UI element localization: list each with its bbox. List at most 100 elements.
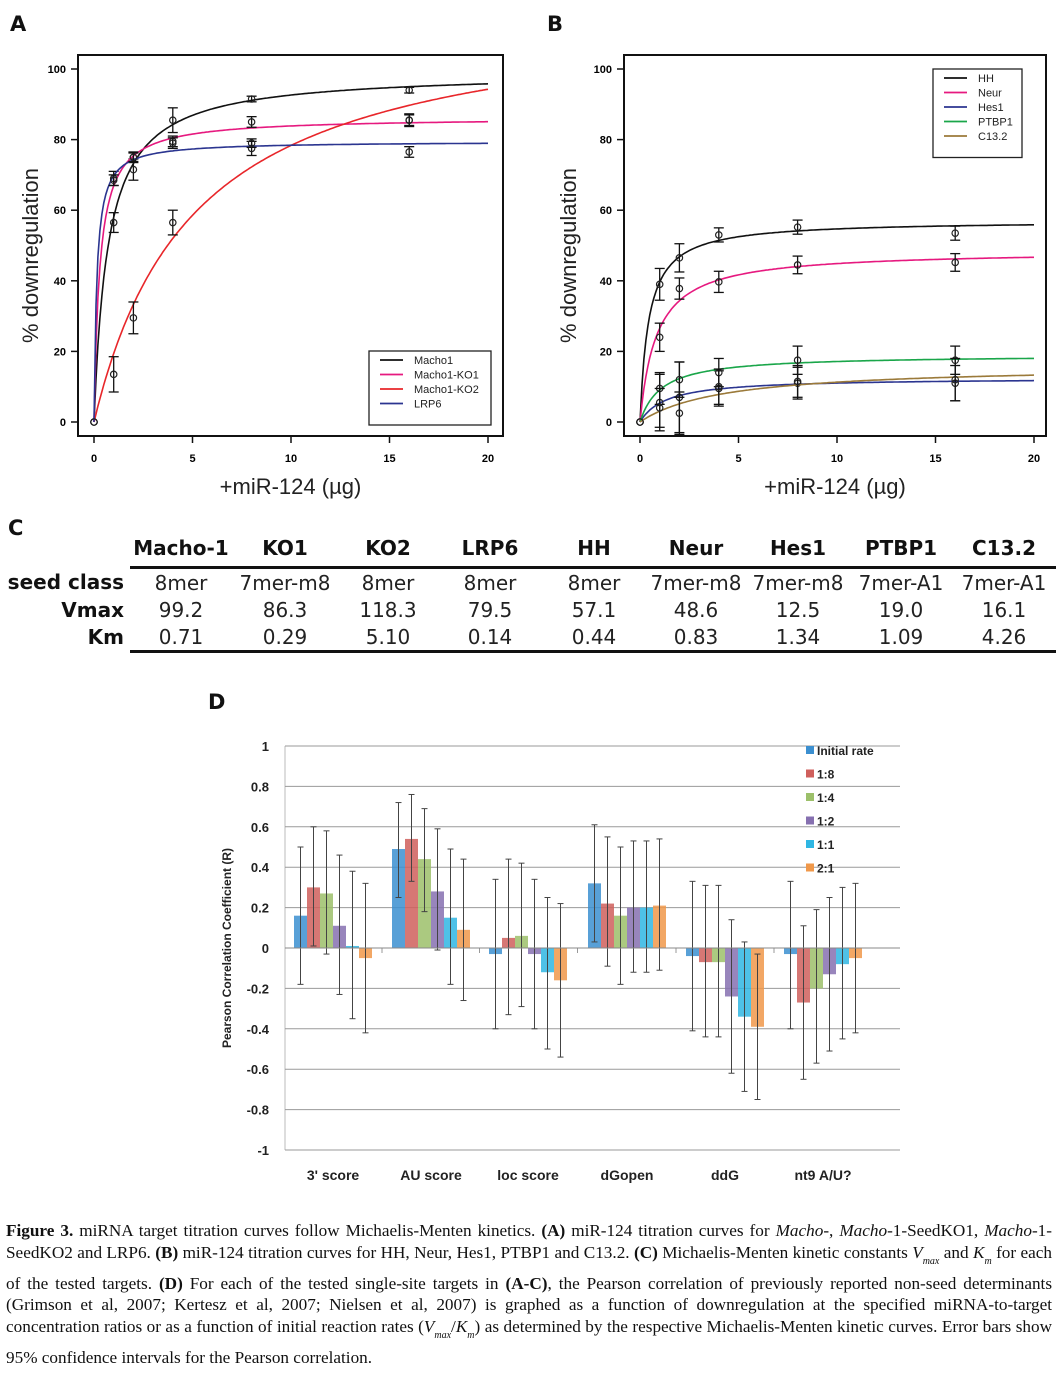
- data-point: [247, 118, 256, 126]
- y-tick-label: 60: [54, 205, 66, 217]
- legend-box: [368, 350, 492, 426]
- plot-frame: [623, 54, 1047, 437]
- chart-d-pearson-correlation: 1 0.8 0.6 0.4 0.2 0 -0.2 -0.4 -0.6 -0.8 -1 Pearson …: [220, 739, 900, 1183]
- caption-italic: K: [455, 1317, 468, 1337]
- x-category-label: ddG: [711, 1167, 739, 1183]
- caption-italic: V: [912, 1242, 923, 1262]
- caption-subscript: max: [922, 1255, 940, 1267]
- data-point: [169, 218, 177, 227]
- legend-label: 1:1: [817, 838, 835, 852]
- legend-label: 2:1: [817, 862, 835, 876]
- x-tick-label: 5: [735, 453, 741, 465]
- caption-text: for each of the tested targets.: [6, 1242, 1052, 1293]
- x-tick-label: 10: [285, 453, 297, 465]
- x-category-label: loc score: [497, 1167, 559, 1183]
- fit-curve-lrp6: [93, 142, 488, 423]
- fit-curve-neur: [639, 256, 1034, 423]
- table-cell: 4.26: [952, 623, 1056, 653]
- y-tick-label: 1: [262, 739, 269, 754]
- data-point: [655, 404, 664, 412]
- caption-text: /: [451, 1317, 456, 1337]
- table-cell: 0.29: [232, 623, 338, 653]
- legend-swatch: [806, 816, 814, 825]
- y-tick-label: 0.8: [251, 779, 269, 794]
- column-header: Macho-1: [130, 530, 232, 569]
- data-point: [169, 116, 177, 124]
- fit-curve-macho1-ko1: [93, 120, 488, 423]
- y-tick-label: 0: [262, 941, 269, 956]
- table-cell: 0.14: [438, 623, 542, 653]
- x-axis-label: +miR-124 (µg): [764, 474, 906, 499]
- data-point: [715, 382, 723, 391]
- row-header: Km: [87, 625, 124, 650]
- panel-c-label: C: [8, 516, 24, 540]
- legend-box: [932, 68, 1023, 159]
- x-category-label: dGopen: [601, 1167, 654, 1183]
- table-cell: 0.44: [542, 623, 646, 653]
- y-tick-label: 40: [54, 276, 66, 288]
- caption-subscript: max: [434, 1330, 452, 1342]
- data-point: [793, 223, 802, 231]
- table-cell: 7mer-A1: [858, 570, 944, 595]
- data-point: [793, 377, 802, 386]
- y-tick-label: 20: [600, 346, 612, 358]
- data-point: [675, 284, 684, 293]
- table-row-vmax: Vmax 99.2 86.3 118.3 79.5 57.1 48.6 12.5…: [0, 596, 1056, 623]
- y-tick-label: -0.8: [247, 1103, 269, 1118]
- legend-label: LRP6: [414, 399, 442, 411]
- x-tick-label: 15: [929, 453, 941, 465]
- data-point: [675, 409, 684, 417]
- y-tick-label: -0.2: [247, 981, 269, 996]
- legend-label: Macho1-KO2: [414, 384, 479, 396]
- table-cell: 7mer-A1: [961, 570, 1047, 595]
- legend-label: C13.2: [978, 131, 1007, 143]
- table-cell: 86.3: [262, 597, 308, 622]
- column-header: Neur: [646, 530, 746, 569]
- y-axis-label: % downregulation: [556, 168, 581, 343]
- data-point: [129, 165, 138, 174]
- y-tick-label: 60: [600, 205, 612, 217]
- x-category-label: nt9 A/U?: [794, 1167, 851, 1183]
- x-tick-label: 0: [637, 453, 643, 465]
- column-header: Hes1: [746, 530, 850, 569]
- table-cell: 12.5: [775, 597, 821, 622]
- data-point: [655, 333, 664, 342]
- table-cell: 79.5: [467, 597, 513, 622]
- data-point: [405, 148, 414, 156]
- y-tick-label: 20: [54, 346, 66, 358]
- figure-caption: Figure 3. miRNA target titration curves …: [6, 1220, 1052, 1369]
- legend-label: HH: [978, 73, 994, 85]
- table-cell: 7mer-m8: [650, 570, 742, 595]
- fit-curve-ptbp1: [639, 357, 1034, 423]
- x-category-label: 3' score: [307, 1167, 360, 1183]
- y-tick-label: 80: [600, 135, 612, 147]
- legend-label: Initial rate: [817, 744, 874, 758]
- table-cell: 8mer: [154, 570, 208, 595]
- legend-swatch: [806, 769, 814, 778]
- data-point: [636, 418, 644, 426]
- legend-label: Macho1-KO1: [414, 370, 479, 382]
- legend-swatch: [806, 746, 814, 754]
- caption-text: For each of the tested single-site targe…: [182, 1273, 506, 1293]
- caption-ref: (C): [633, 1242, 658, 1262]
- x-tick-label: 20: [1028, 453, 1040, 465]
- caption-italic: Macho: [775, 1221, 824, 1240]
- table-cell: 16.1: [981, 597, 1027, 622]
- table-cell: 118.3: [359, 597, 417, 622]
- column-header: KO1: [232, 530, 338, 569]
- table-cell: 8mer: [361, 570, 415, 595]
- data-point: [715, 231, 723, 239]
- y-tick-label: 0.4: [251, 860, 270, 875]
- caption-italic: Macho: [984, 1221, 1032, 1240]
- y-tick-label: 0: [606, 417, 612, 429]
- legend-label: 1:2: [817, 815, 835, 829]
- y-tick-label: -0.6: [247, 1062, 269, 1077]
- bar: [405, 838, 418, 948]
- table-row-km: Km 0.71 0.29 5.10 0.14 0.44 0.83 1.34 1.…: [0, 623, 1056, 653]
- bar: [392, 849, 405, 948]
- caption-text: and: [939, 1242, 973, 1262]
- fit-curve-c13-2: [639, 374, 1035, 423]
- x-tick-label: 15: [383, 453, 395, 465]
- caption-text: , the Pearson correlation of previously …: [6, 1273, 1053, 1337]
- data-point: [793, 261, 802, 269]
